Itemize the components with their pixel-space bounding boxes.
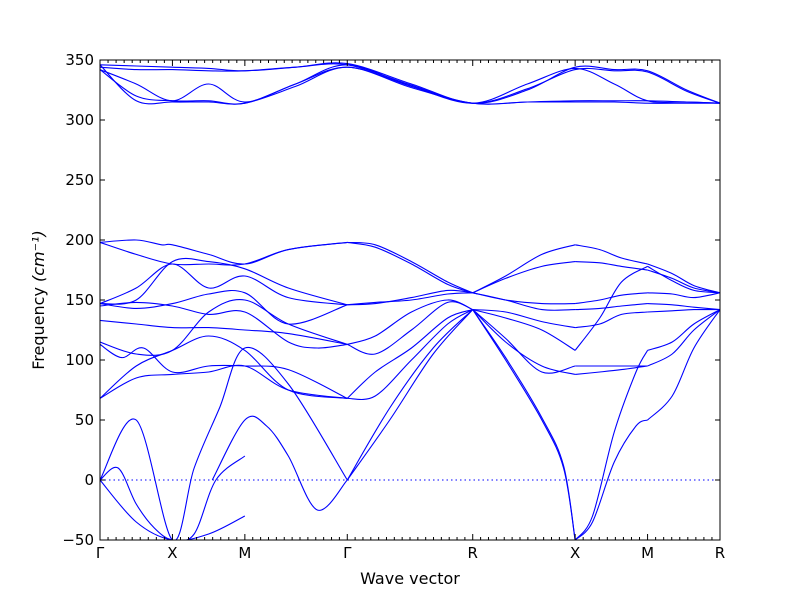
plot-area [99,59,721,541]
x-tick-label: Γ [343,544,352,562]
band-line-55 [100,63,720,104]
band-line-39 [574,265,648,351]
y-axis-label: Frequency (cm⁻¹) [29,230,48,369]
band-line-33 [472,244,576,294]
y-tick-label: 200 [65,231,94,249]
band-line-43 [575,244,648,265]
band-line-17 [347,309,473,401]
band-line-10 [100,289,348,325]
y-tick-label: 50 [75,411,94,429]
band-line-31 [472,292,576,311]
band-line-54 [100,62,720,104]
band-line-22 [347,241,473,294]
band-line-32 [472,292,576,305]
band-line-26 [472,309,576,540]
x-tick-label: Γ [96,544,105,562]
band-line-1 [100,455,246,540]
band-line-4 [100,364,348,399]
x-tick-label: R [715,544,725,562]
x-tick-label: M [238,544,251,562]
band-line-50 [647,292,720,299]
y-tick-label: 300 [65,111,94,129]
x-tick-label: R [468,544,478,562]
y-tick-label: 0 [84,471,94,489]
band-line-9 [100,301,348,349]
band-line-51 [647,263,720,294]
y-tick-label: 150 [65,291,94,309]
band-line-48 [647,308,720,313]
band-line-18 [346,309,473,399]
band-line-58 [100,64,720,105]
band-line-47 [647,309,720,367]
band-line-15 [346,309,474,481]
x-tick-label: X [167,544,177,562]
band-line-30 [472,309,576,329]
y-tick-label: 100 [65,351,94,369]
band-line-8 [100,319,348,345]
x-tick-label: X [570,544,580,562]
band-line-0 [100,479,246,540]
band-line-45 [647,309,720,421]
y-axis: −50 0 50 100 150 200 250 300 350 [62,51,720,549]
band-line-36 [574,419,648,540]
band-line-14 [100,263,348,306]
band-line-40 [575,311,648,329]
band-line-13 [100,257,348,306]
y-tick-label: 350 [65,51,94,69]
band-line-44 [575,261,648,271]
band-line-24 [347,292,473,306]
band-line-23 [347,241,473,294]
band-line-49 [647,303,720,311]
band-line-37 [575,365,648,375]
band-line-19 [347,301,473,355]
band-line-34 [472,261,576,294]
band-line-21 [347,289,473,306]
band-line-57 [100,66,720,104]
band-line-28 [472,309,576,374]
band-line-20 [347,299,473,345]
band-line-5 [100,335,348,399]
y-tick-label: −50 [62,531,94,549]
band-line-25 [472,309,576,540]
band-line-41 [575,303,648,311]
band-line-53 [647,265,720,294]
band-line-2 [100,346,348,540]
band-line-35 [574,350,649,540]
band-line-12 [100,239,348,265]
band-line-29 [472,309,576,351]
band-line-27 [472,309,576,375]
band-line-16 [346,309,474,481]
y-axis-label-unit: (cm⁻¹) [29,230,48,282]
x-axis-label: Wave vector [360,569,460,588]
y-axis-label-text: Frequency [29,287,48,370]
y-tick-label: 250 [65,171,94,189]
bands [100,62,720,540]
band-line-42 [575,292,648,305]
x-tick-label: M [641,544,654,562]
band-line-6 [100,343,348,399]
band-line-46 [647,309,720,351]
band-line-3 [211,415,348,511]
